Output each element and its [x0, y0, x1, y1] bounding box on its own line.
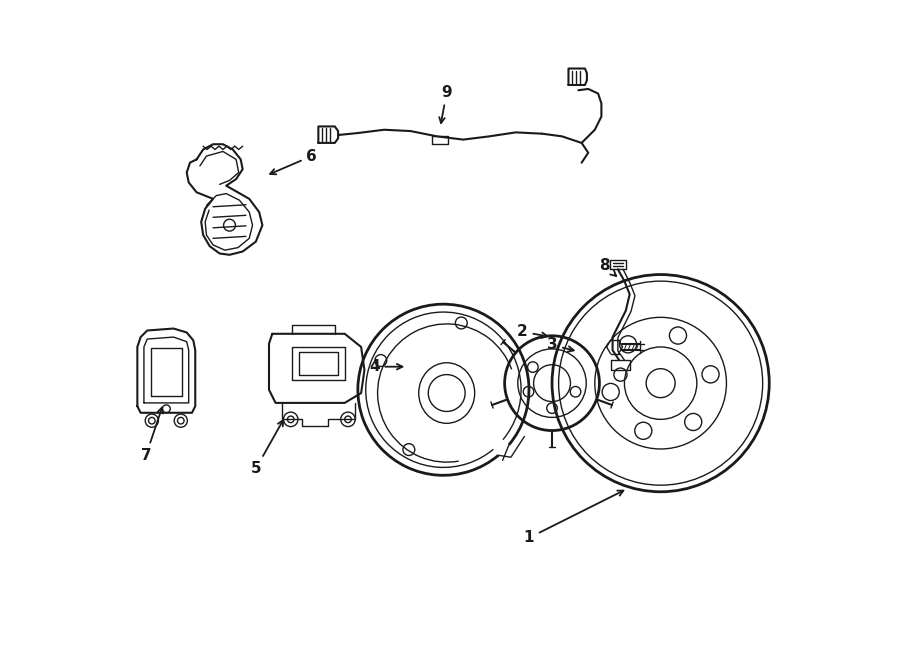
Circle shape — [145, 414, 158, 427]
Text: 8: 8 — [599, 258, 616, 276]
Text: 6: 6 — [270, 149, 317, 175]
Text: 3: 3 — [546, 338, 573, 352]
Text: 9: 9 — [439, 85, 452, 123]
Circle shape — [175, 414, 187, 427]
Text: 1: 1 — [524, 490, 624, 545]
Text: 2: 2 — [517, 325, 547, 339]
Text: 4: 4 — [369, 359, 402, 374]
Text: 7: 7 — [140, 407, 163, 463]
Text: 5: 5 — [250, 420, 284, 476]
